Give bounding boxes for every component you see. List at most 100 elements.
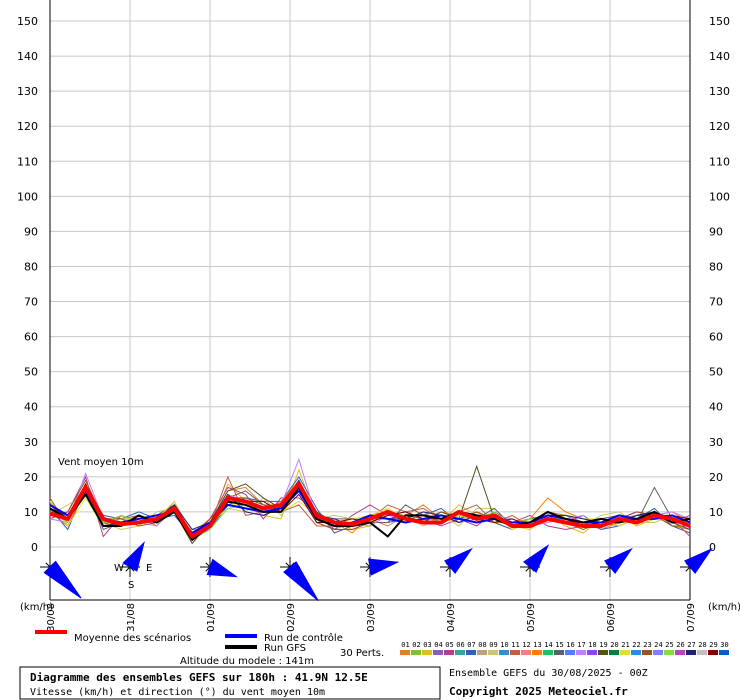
y-tick-right: 0 xyxy=(709,541,716,554)
legend-control-swatch xyxy=(225,634,257,638)
legend-mean-swatch xyxy=(35,630,67,634)
perturbations-legend: 01 02 03 04 05 06 07 08 09 10 11 12 13 14 15 16 17 18 19 20… xyxy=(400,641,729,655)
pert-number: 16 xyxy=(566,641,574,649)
x-date-label: 31/08 xyxy=(126,603,137,632)
pert-swatch xyxy=(719,650,729,655)
pert-number: 20 xyxy=(610,641,618,649)
y-tick-left: 20 xyxy=(24,471,38,484)
y-tick-left: 110 xyxy=(17,155,38,168)
y-tick-left: 30 xyxy=(24,436,38,449)
pert-swatch xyxy=(697,650,707,655)
ensemble-run-label: Ensemble GEFS du 30/08/2025 - 00Z xyxy=(449,668,648,679)
pert-number: 29 xyxy=(709,641,717,649)
pert-number: 06 xyxy=(456,641,464,649)
pert-swatch xyxy=(598,650,608,655)
y-tick-right: 110 xyxy=(709,155,730,168)
x-axis-date-labels: 30/08 31/08 01/09 02/09 03/09 04/09 05/09 06/09… xyxy=(46,603,697,632)
x-date-label: 02/09 xyxy=(286,603,297,632)
pert-swatch xyxy=(455,650,465,655)
footer-title: Diagramme des ensembles GEFS sur 180h : … xyxy=(30,671,368,684)
y-tick-left: 120 xyxy=(17,120,38,133)
y-tick-right: 30 xyxy=(709,436,723,449)
chart-annotation: Vent moyen 10m xyxy=(58,457,144,468)
y-tick-left: 10 xyxy=(24,506,38,519)
y-tick-right: 70 xyxy=(709,296,723,309)
pert-number: 12 xyxy=(522,641,530,649)
y-tick-right: 80 xyxy=(709,260,723,273)
pert-number: 02 xyxy=(412,641,420,649)
pert-swatch xyxy=(653,650,663,655)
pert-swatch xyxy=(609,650,619,655)
legend-gfs-swatch xyxy=(225,645,257,649)
pert-swatch xyxy=(620,650,630,655)
x-date-label: 30/08 xyxy=(46,603,57,632)
x-date-label: 05/09 xyxy=(526,603,537,632)
pert-swatch xyxy=(532,650,542,655)
pert-number: 03 xyxy=(423,641,431,649)
pert-number: 25 xyxy=(665,641,673,649)
pert-number: 24 xyxy=(654,641,662,649)
pert-swatch xyxy=(466,650,476,655)
legend-mean-label: Moyenne des scénarios xyxy=(74,632,191,644)
y-unit-left: (km/h) xyxy=(20,602,53,613)
pert-swatch xyxy=(708,650,718,655)
pert-swatch xyxy=(664,650,674,655)
pert-swatch xyxy=(488,650,498,655)
pert-swatch xyxy=(510,650,520,655)
pert-number: 22 xyxy=(632,641,640,649)
wind-arrow xyxy=(520,544,550,577)
y-tick-left: 60 xyxy=(24,331,38,344)
y-tick-right: 120 xyxy=(709,120,730,133)
pert-number: 18 xyxy=(588,641,596,649)
pert-swatch xyxy=(521,650,531,655)
mean-line xyxy=(49,481,691,539)
pert-number: 13 xyxy=(533,641,541,649)
y-tick-right: 50 xyxy=(709,366,723,379)
pert-number: 01 xyxy=(401,641,409,649)
pert-number: 09 xyxy=(489,641,497,649)
pert-number: 23 xyxy=(643,641,651,649)
gfs-line xyxy=(49,486,691,541)
pert-swatch xyxy=(631,650,641,655)
y-tick-left: 50 xyxy=(24,366,38,379)
pert-swatch xyxy=(499,650,509,655)
pert-swatch xyxy=(411,650,421,655)
pert-number: 27 xyxy=(687,641,695,649)
y-tick-left: 150 xyxy=(17,15,38,28)
pert-number: 19 xyxy=(599,641,607,649)
chart-grid xyxy=(49,0,691,601)
y-tick-right: 40 xyxy=(709,401,723,414)
x-date-label: 04/09 xyxy=(446,603,457,632)
perturbations-label: 30 Perts. xyxy=(340,648,384,659)
y-tick-right: 20 xyxy=(709,471,723,484)
y-axis-ticks: 0 0 10 10 20 20 30 30 40 40 50 50 60 60 70 70 80 80 90 90 10… xyxy=(17,15,730,554)
x-date-label: 03/09 xyxy=(366,603,377,632)
pert-number: 08 xyxy=(478,641,486,649)
pert-number: 26 xyxy=(676,641,684,649)
pert-number: 10 xyxy=(500,641,508,649)
pert-number: 14 xyxy=(544,641,552,649)
compass-s: S xyxy=(128,580,134,591)
pert-swatch xyxy=(587,650,597,655)
wind-direction-row: W E S xyxy=(40,541,713,602)
legend-altitude: Altitude du modele : 141m xyxy=(180,656,314,667)
y-tick-left: 40 xyxy=(24,401,38,414)
pert-number: 05 xyxy=(445,641,453,649)
x-date-label: 07/09 xyxy=(686,603,697,632)
wind-arrow xyxy=(600,547,633,577)
pert-swatch xyxy=(642,650,652,655)
main-series xyxy=(49,481,691,541)
pert-swatch xyxy=(675,650,685,655)
x-date-label: 01/09 xyxy=(206,603,217,632)
y-tick-right: 130 xyxy=(709,85,730,98)
pert-number: 15 xyxy=(555,641,563,649)
y-tick-right: 90 xyxy=(709,225,723,238)
pert-swatch xyxy=(543,650,553,655)
pert-number: 28 xyxy=(698,641,706,649)
x-date-label: 06/09 xyxy=(606,603,617,632)
y-tick-right: 140 xyxy=(709,50,730,63)
pert-number: 04 xyxy=(434,641,442,649)
pert-swatch xyxy=(400,650,410,655)
pert-swatch xyxy=(565,650,575,655)
